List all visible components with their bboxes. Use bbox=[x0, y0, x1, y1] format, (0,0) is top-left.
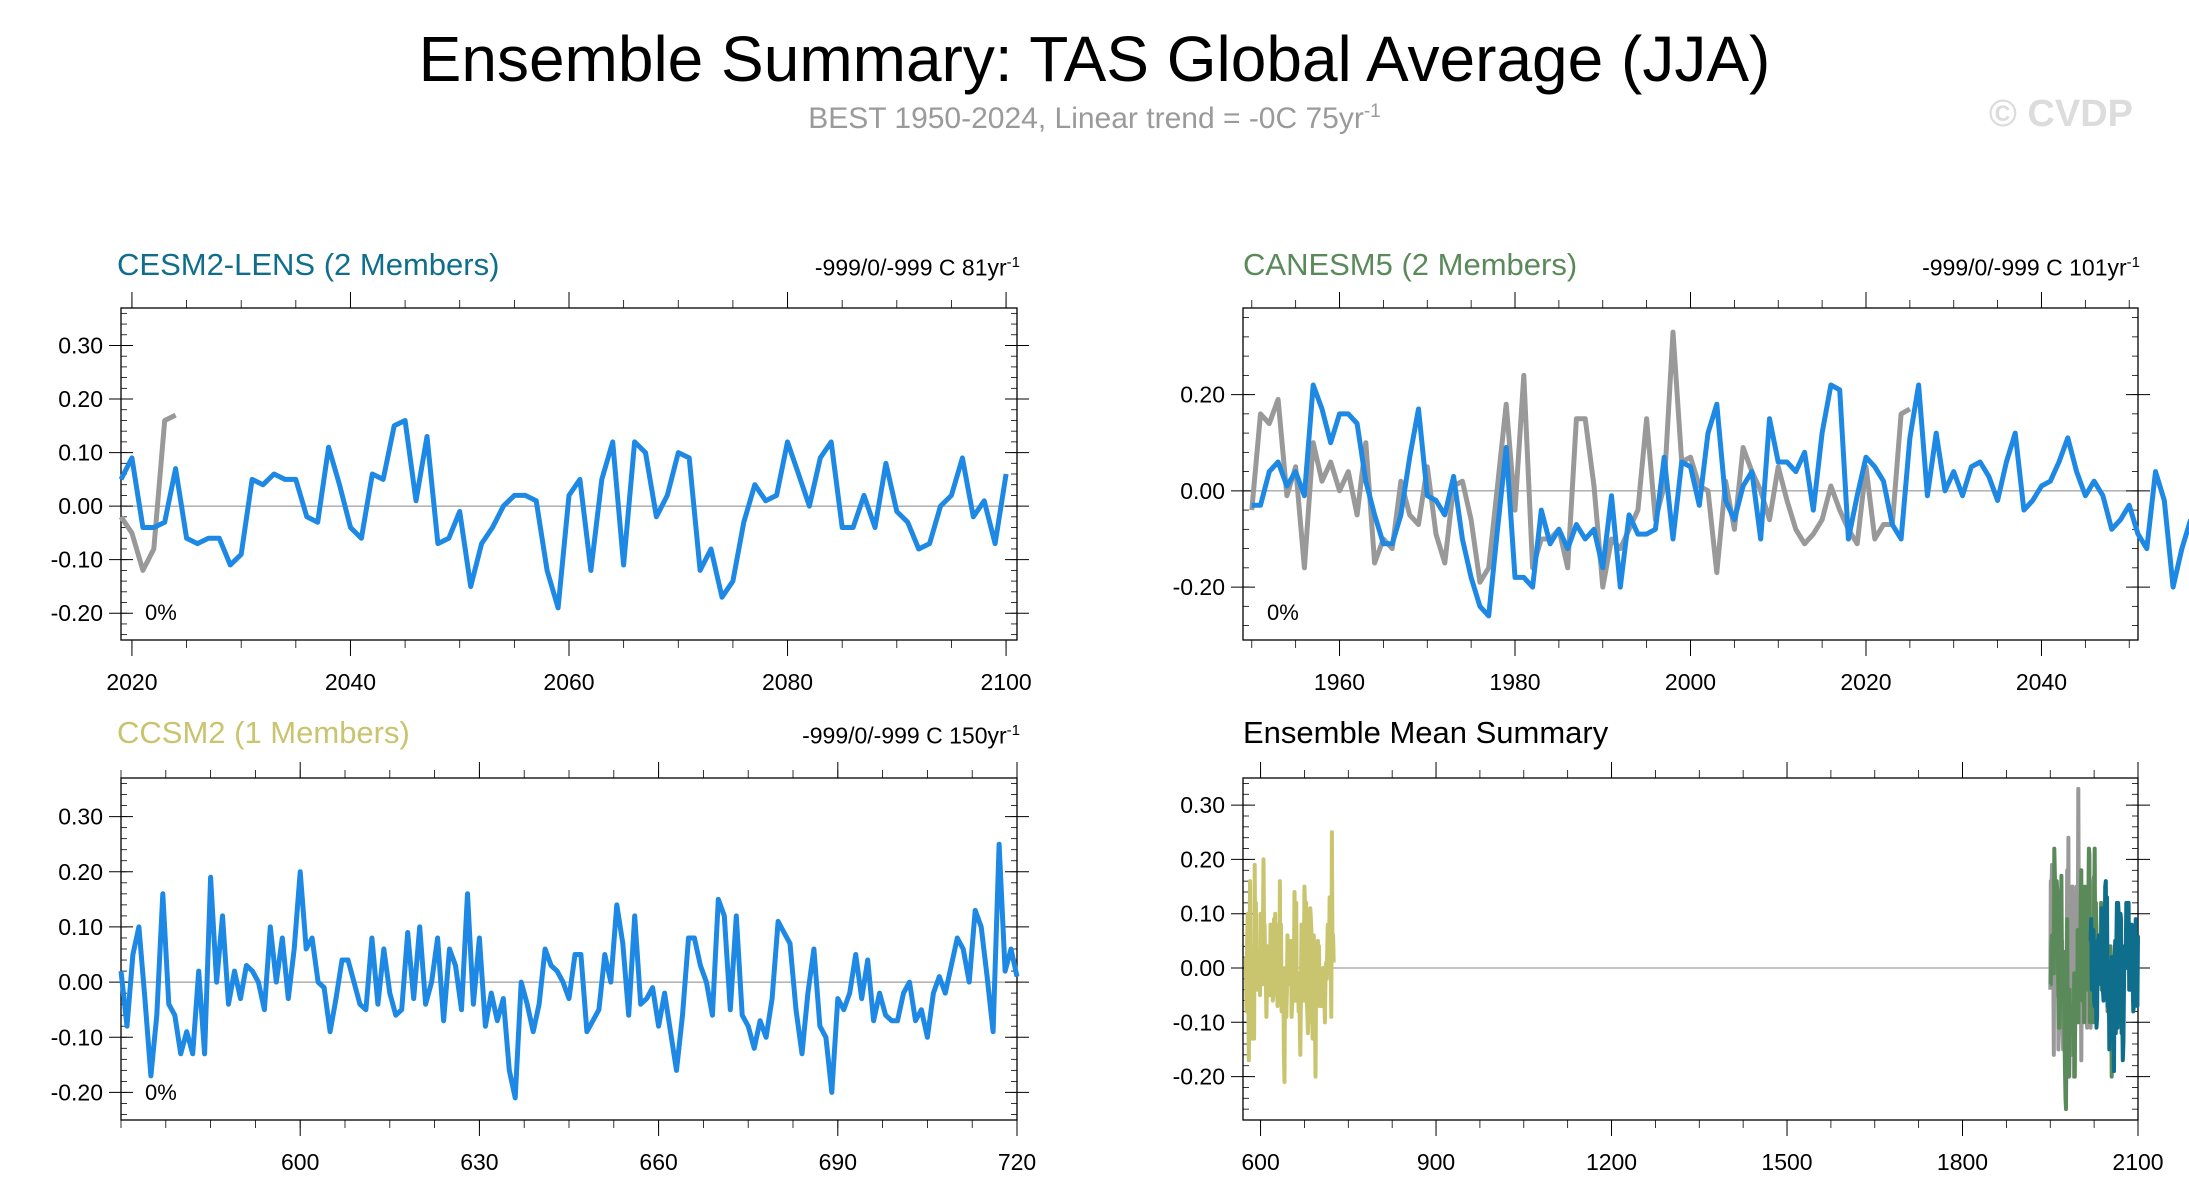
ensemble-y-tick-label: -0.10 bbox=[1173, 1009, 1225, 1035]
cesm2-y-tick-label: -0.10 bbox=[51, 547, 103, 573]
cesm2-y-tick-label: 0.00 bbox=[58, 493, 103, 519]
cesm2-series-cesm2-lens bbox=[118, 418, 1009, 611]
ccsm2-y-tick-label: 0.30 bbox=[58, 804, 103, 830]
canesm5-percent-label: 0% bbox=[1267, 600, 1299, 625]
canesm5-stat-text: -999/0/-999 C 101yr bbox=[1922, 254, 2127, 281]
canesm5-series-canesm5 bbox=[1251, 382, 2189, 619]
canesm5-y-tick-label: 0.00 bbox=[1180, 478, 1225, 504]
ensemble-x-tick-label: 1500 bbox=[1761, 1149, 1812, 1175]
ensemble-y-tick-label: 0.20 bbox=[1180, 846, 1225, 872]
ccsm2-x-tick-label: 720 bbox=[998, 1149, 1036, 1175]
canesm5-x-tick-label: 1980 bbox=[1489, 669, 1540, 695]
ccsm2-panel-title: CCSM2 (1 Members) bbox=[117, 715, 410, 750]
ccsm2-series-ccsm2 bbox=[118, 841, 1020, 1101]
ensemble-x-tick-label: 2100 bbox=[2112, 1149, 2163, 1175]
ccsm2-x-tick-label: 600 bbox=[281, 1149, 319, 1175]
canesm5-panel-stat: -999/0/-999 C 101yr-1 bbox=[1800, 254, 2140, 282]
ccsm2-x-tick-label: 630 bbox=[460, 1149, 498, 1175]
ensemble-y-tick-label: 0.10 bbox=[1180, 901, 1225, 927]
canesm5-plot: -0.20 0.00 0.20 1960 1980 2000 2020 2040 0% bbox=[1173, 292, 2189, 695]
ccsm2-y-tick-label: 0.00 bbox=[58, 969, 103, 995]
ccsm2-stat-sup: -1 bbox=[1006, 722, 1020, 739]
canesm5-stat-sup: -1 bbox=[2126, 254, 2140, 271]
canesm5-x-tick-label: 2040 bbox=[2016, 669, 2067, 695]
ensemble-y-tick-label: 0.30 bbox=[1180, 792, 1225, 818]
ccsm2-y-tick-label: -0.20 bbox=[51, 1079, 103, 1105]
ensemble-y-tick-label: 0.00 bbox=[1180, 955, 1225, 981]
ensemble-x-tick-label: 1800 bbox=[1937, 1149, 1988, 1175]
canesm5-series-best bbox=[1249, 329, 1912, 590]
ensemble-y-tick-label: -0.20 bbox=[1173, 1064, 1225, 1090]
ccsm2-panel-stat: -999/0/-999 C 150yr-1 bbox=[700, 722, 1020, 750]
cesm2-stat-text: -999/0/-999 C 81yr bbox=[814, 254, 1007, 281]
ensemble-plot-frame bbox=[1242, 777, 2139, 1121]
canesm5-y-tick-label: 0.20 bbox=[1180, 382, 1225, 408]
cesm2-y-tick-label: 0.10 bbox=[58, 440, 103, 466]
ccsm2-stat-text: -999/0/-999 C 150yr bbox=[802, 722, 1007, 749]
cesm2-panel-title: CESM2-LENS (2 Members) bbox=[117, 247, 500, 282]
cesm2-series-best bbox=[118, 412, 177, 573]
ccsm2-y-tick-label: 0.10 bbox=[58, 914, 103, 940]
canesm5-x-tick-label: 1960 bbox=[1314, 669, 1365, 695]
ensemble-x-tick-label: 900 bbox=[1417, 1149, 1455, 1175]
ccsm2-y-tick-label: -0.10 bbox=[51, 1024, 103, 1050]
cesm2-x-tick-label: 2080 bbox=[762, 669, 813, 695]
main-title: Ensemble Summary: TAS Global Average (JJ… bbox=[418, 23, 1771, 95]
canesm5-y-tick-label: -0.20 bbox=[1173, 574, 1225, 600]
cesm2-x-tick-label: 2100 bbox=[980, 669, 1031, 695]
ensemble-plot: -0.20 -0.10 0.00 0.10 0.20 0.30 600 900 1200 1500… bbox=[1173, 762, 2164, 1175]
cesm2-stat-sup: -1 bbox=[1006, 254, 1020, 271]
ensemble-panel-title: Ensemble Mean Summary bbox=[1243, 715, 1609, 750]
subtitle: BEST 1950-2024, Linear trend = -0C 75yr-… bbox=[0, 101, 2189, 136]
cesm2-x-tick-label: 2040 bbox=[325, 669, 376, 695]
ccsm2-plot: -0.20 -0.10 0.00 0.10 0.20 0.30 600 630 660 690 72… bbox=[51, 762, 1036, 1175]
subtitle-superscript: -1 bbox=[1363, 101, 1381, 122]
cesm2-x-tick-label: 2020 bbox=[106, 669, 157, 695]
subtitle-text: BEST 1950-2024, Linear trend = -0C 75yr bbox=[808, 102, 1364, 135]
cesm2-y-tick-label: 0.30 bbox=[58, 332, 103, 358]
cesm2-x-tick-label: 2060 bbox=[543, 669, 594, 695]
cesm2-y-tick-label: 0.20 bbox=[58, 386, 103, 412]
watermark: © CVDP bbox=[1988, 93, 2133, 135]
ensemble-x-tick-label: 600 bbox=[1241, 1149, 1279, 1175]
ccsm2-plot-frame bbox=[120, 777, 1018, 1121]
cesm2-plot: -0.20 -0.10 0.00 0.10 0.20 0.30 2020 2040 2060 20… bbox=[51, 292, 1032, 695]
canesm5-panel-title: CANESM5 (2 Members) bbox=[1243, 247, 1578, 282]
canesm5-x-tick-label: 2020 bbox=[1840, 669, 1891, 695]
ccsm2-y-tick-label: 0.20 bbox=[58, 859, 103, 885]
ensemble-series-cesm2-lens bbox=[2088, 879, 2140, 1074]
cesm2-panel-stat: -999/0/-999 C 81yr-1 bbox=[700, 254, 1020, 282]
ccsm2-x-tick-label: 660 bbox=[639, 1149, 677, 1175]
cesm2-y-tick-label: -0.20 bbox=[51, 600, 103, 626]
ccsm2-x-tick-label: 690 bbox=[819, 1149, 857, 1175]
cesm2-percent-label: 0% bbox=[145, 600, 177, 625]
ensemble-series-ccsm2 bbox=[1243, 830, 1336, 1084]
ensemble-x-tick-label: 1200 bbox=[1586, 1149, 1637, 1175]
canesm5-x-tick-label: 2000 bbox=[1665, 669, 1716, 695]
ccsm2-percent-label: 0% bbox=[145, 1080, 177, 1105]
